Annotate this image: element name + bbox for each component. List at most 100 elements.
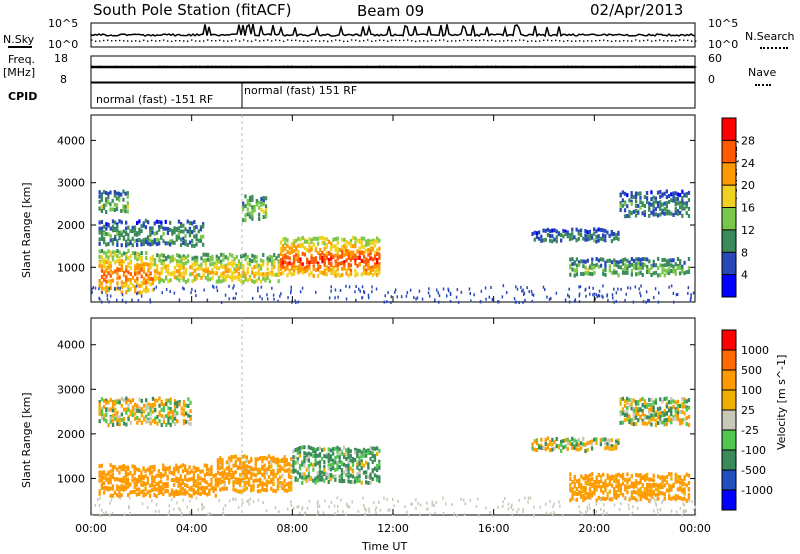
power-speckle [232,296,235,300]
power-cell [286,255,289,260]
power-cell [147,241,150,246]
power-cell [553,237,556,242]
velocity-cell [165,422,168,427]
velocity-cell [606,492,609,496]
power-cell [646,270,649,274]
velocity-speckle [248,502,250,506]
velocity-cell [181,469,185,474]
velocity-cell [205,463,209,468]
nave-dot [187,66,189,68]
power-cell [360,272,363,277]
power-cell [233,267,236,272]
nsearch-dot [131,40,133,42]
nsearch-dot [603,39,605,41]
nave-dot [415,66,417,68]
power-cell [679,266,682,270]
nave-dot [495,65,497,67]
velocity-cell [336,466,339,471]
velocity-speckle [407,513,410,517]
velocity-cell [109,480,112,485]
power-cell [114,260,117,265]
power-speckle [625,292,627,296]
velocity-cell [584,474,587,478]
velocity-cell [654,398,657,403]
velocity-cell [296,460,299,465]
velocity-cell [227,460,231,465]
power-cell [575,272,579,277]
velocity-cell [166,482,169,486]
nave-dot [275,66,277,68]
nave-dot [103,66,105,68]
velocity-cell [210,482,213,486]
velocity-cell [173,493,176,498]
nave-tick-high: 60 [708,52,722,65]
power-speckle [528,290,530,294]
power-cell [284,241,287,246]
power-cell [312,260,315,265]
velocity-cell [623,410,627,415]
velocity-cell [142,409,146,414]
velocity-cell [259,479,262,484]
power-cell [180,237,183,242]
power-cell [116,276,119,281]
nsearch-dot [515,40,517,42]
nsky-line [90,23,696,38]
power-speckle [330,289,332,293]
power-speckle [361,296,363,300]
velocity-cell [316,475,319,480]
velocity-cell [103,404,106,409]
power-cell [310,256,313,261]
power-cell [180,275,183,280]
nave-dot [347,65,349,68]
velocity-cell [314,476,317,481]
nsearch-dot [639,40,641,42]
power-cell [378,270,381,275]
power-cell [105,268,108,273]
velocity-cell [309,462,313,467]
power-colorbar-tick-label: 8 [741,246,748,259]
velocity-speckle [469,498,471,502]
power-cell [198,266,201,271]
velocity-cell [158,410,161,415]
velocity-cell [652,408,655,413]
velocity-cell [221,486,224,491]
nsearch-dot [451,40,453,42]
velocity-cell [247,477,251,482]
power-speckle [568,300,571,304]
power-cell [246,212,249,217]
power-cell [244,213,247,218]
power-cell [109,268,112,273]
velocity-cell [114,416,117,421]
velocity-cell [670,412,673,417]
nave-dot [439,66,441,68]
nsearch-dot [431,39,433,42]
velocity-cell [321,477,324,482]
power-cell [105,226,108,231]
power-cell [354,241,357,246]
power-cell [354,261,357,266]
power-cell [657,256,660,261]
velocity-cell [571,442,574,447]
nave-dot [691,66,693,68]
power-cell [202,222,205,227]
velocity-cell [641,409,644,413]
power-cell [341,237,344,242]
power-cell [204,262,207,266]
power-cell [286,238,289,243]
velocity-cell [303,459,306,464]
power-cell [327,268,331,273]
velocity-speckle [533,513,535,517]
velocity-cell [272,477,275,482]
power-cell [602,268,605,273]
velocity-cell [540,443,543,448]
power-cell [330,256,333,261]
power-cell [116,228,119,233]
velocity-speckle [176,501,178,505]
power-cell [120,192,123,197]
velocity-cell [358,468,361,473]
velocity-cell [140,474,143,479]
velocity-cell [345,464,348,468]
nave-dot [167,65,169,68]
power-cell [656,204,660,209]
power-cell [314,248,318,253]
